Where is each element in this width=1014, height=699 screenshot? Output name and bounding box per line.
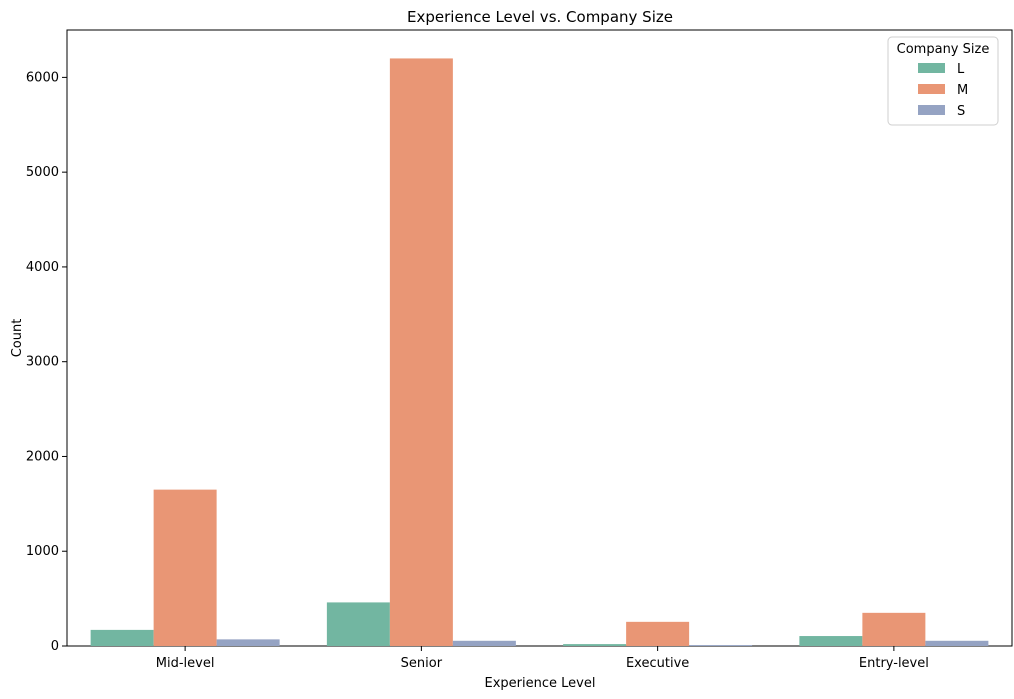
legend-label-l: L [957, 62, 965, 77]
bar-l-executive [563, 644, 627, 646]
legend-label-s: S [957, 104, 965, 119]
plot-frame [66, 29, 1013, 647]
bars-group [90, 58, 989, 646]
y-tick-label-4000: 4000 [26, 260, 59, 275]
chart-title: Experience Level vs. Company Size [407, 8, 673, 26]
y-axis-label: Count [10, 319, 25, 358]
bar-s-mid-level [216, 639, 280, 646]
bar-m-entry-level [862, 612, 926, 646]
y-tick-label-0: 0 [51, 639, 59, 654]
legend-swatch-l [918, 63, 945, 73]
legend-swatch-s [918, 105, 945, 115]
x-axis-label: Experience Level [485, 676, 596, 691]
legend-swatch-m [918, 84, 945, 94]
x-tick-label-entry-level: Entry-level [859, 656, 929, 671]
legend-label-m: M [957, 83, 968, 98]
y-tick-label-5000: 5000 [26, 165, 59, 180]
x-tick-label-executive: Executive [626, 656, 689, 671]
y-tick-label-2000: 2000 [26, 449, 59, 464]
bar-s-senior [452, 640, 516, 646]
y-tick-label-1000: 1000 [26, 544, 59, 559]
bar-m-mid-level [153, 489, 217, 646]
plot-area [66, 29, 1013, 647]
x-tick-label-senior: Senior [401, 656, 443, 671]
bar-l-mid-level [90, 629, 154, 646]
bar-m-executive [626, 621, 690, 646]
bar-l-senior [326, 602, 390, 646]
legend-title: Company Size [897, 42, 990, 57]
x-tick-label-mid-level: Mid-level [156, 656, 215, 671]
bar-l-entry-level [799, 636, 863, 646]
x-axis: Mid-level Senior Executive Entry-level [156, 646, 929, 671]
bar-s-executive [689, 645, 753, 646]
y-tick-label-6000: 6000 [26, 70, 59, 85]
legend: Company Size LMS [887, 36, 999, 126]
y-axis: 0 1000 2000 3000 4000 5000 6000 [26, 70, 67, 654]
y-tick-label-3000: 3000 [26, 355, 59, 370]
legend-frame [887, 36, 999, 126]
bar-s-entry-level [925, 640, 989, 646]
bar-m-senior [389, 58, 453, 646]
